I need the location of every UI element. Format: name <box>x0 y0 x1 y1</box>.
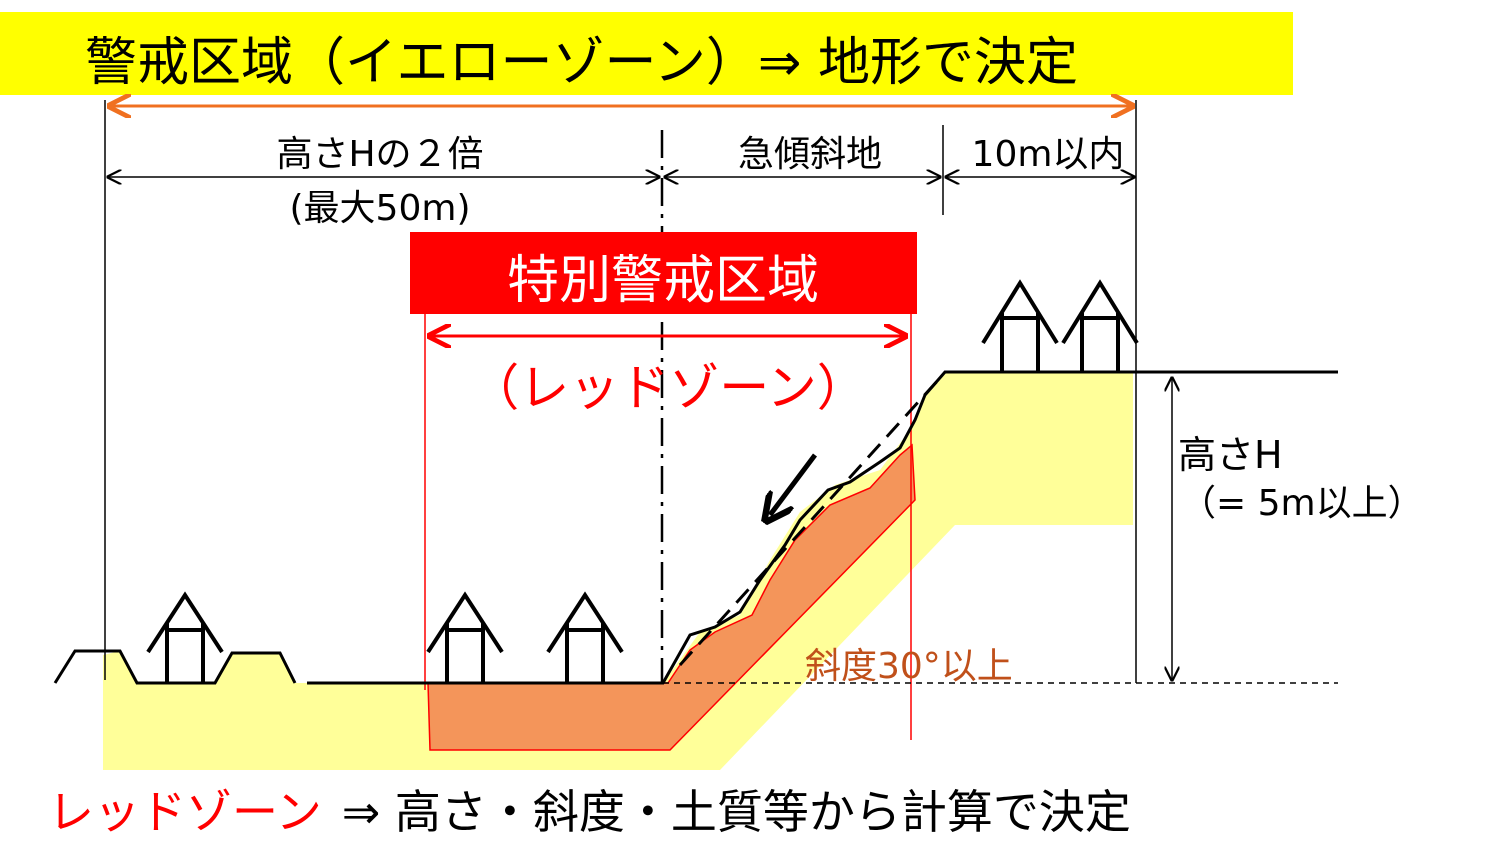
steep-slope-label: 急傾斜地 <box>738 134 882 175</box>
slope-ground-line <box>307 370 1338 685</box>
height-condition-label: （= 5m以上） <box>1180 483 1424 524</box>
special-zone-banner <box>410 232 917 314</box>
slope-angle-label: 斜度30°以上 <box>805 646 1013 687</box>
landslide-direction-arrow <box>770 453 817 515</box>
house-icon <box>426 591 504 683</box>
house-icon <box>981 279 1059 372</box>
yellow-zone-banner <box>0 12 1293 95</box>
footer-rest: ⇒ 高さ・斜度・土質等から計算で決定 <box>342 785 1131 839</box>
ten-meter-label: 10m以内 <box>972 134 1125 175</box>
footer-red-zone: レッドゾーン <box>48 785 322 839</box>
houses <box>146 279 1139 683</box>
special-zone-title: 特別警戒区域 <box>507 251 819 311</box>
height-label: 高さH <box>1178 433 1283 477</box>
red-zone-area <box>427 443 916 751</box>
house-icon <box>546 591 624 683</box>
footer-text: レッドゾーン ⇒ 高さ・斜度・土質等から計算で決定 <box>48 785 1131 839</box>
red-zone-label: （レッドゾーン） <box>469 359 867 417</box>
slope-angle-line <box>678 376 942 667</box>
house-icon <box>1061 279 1139 372</box>
ground-line <box>53 649 297 685</box>
banner-title: 警戒区域（イエローゾーン）⇒ 地形で決定 <box>85 33 1078 93</box>
yellow-zone-area <box>103 372 1133 770</box>
twice-height-label: 高さHの２倍 <box>276 134 483 175</box>
house-icon <box>146 591 224 683</box>
max-distance-label: (最大50m) <box>290 188 471 229</box>
